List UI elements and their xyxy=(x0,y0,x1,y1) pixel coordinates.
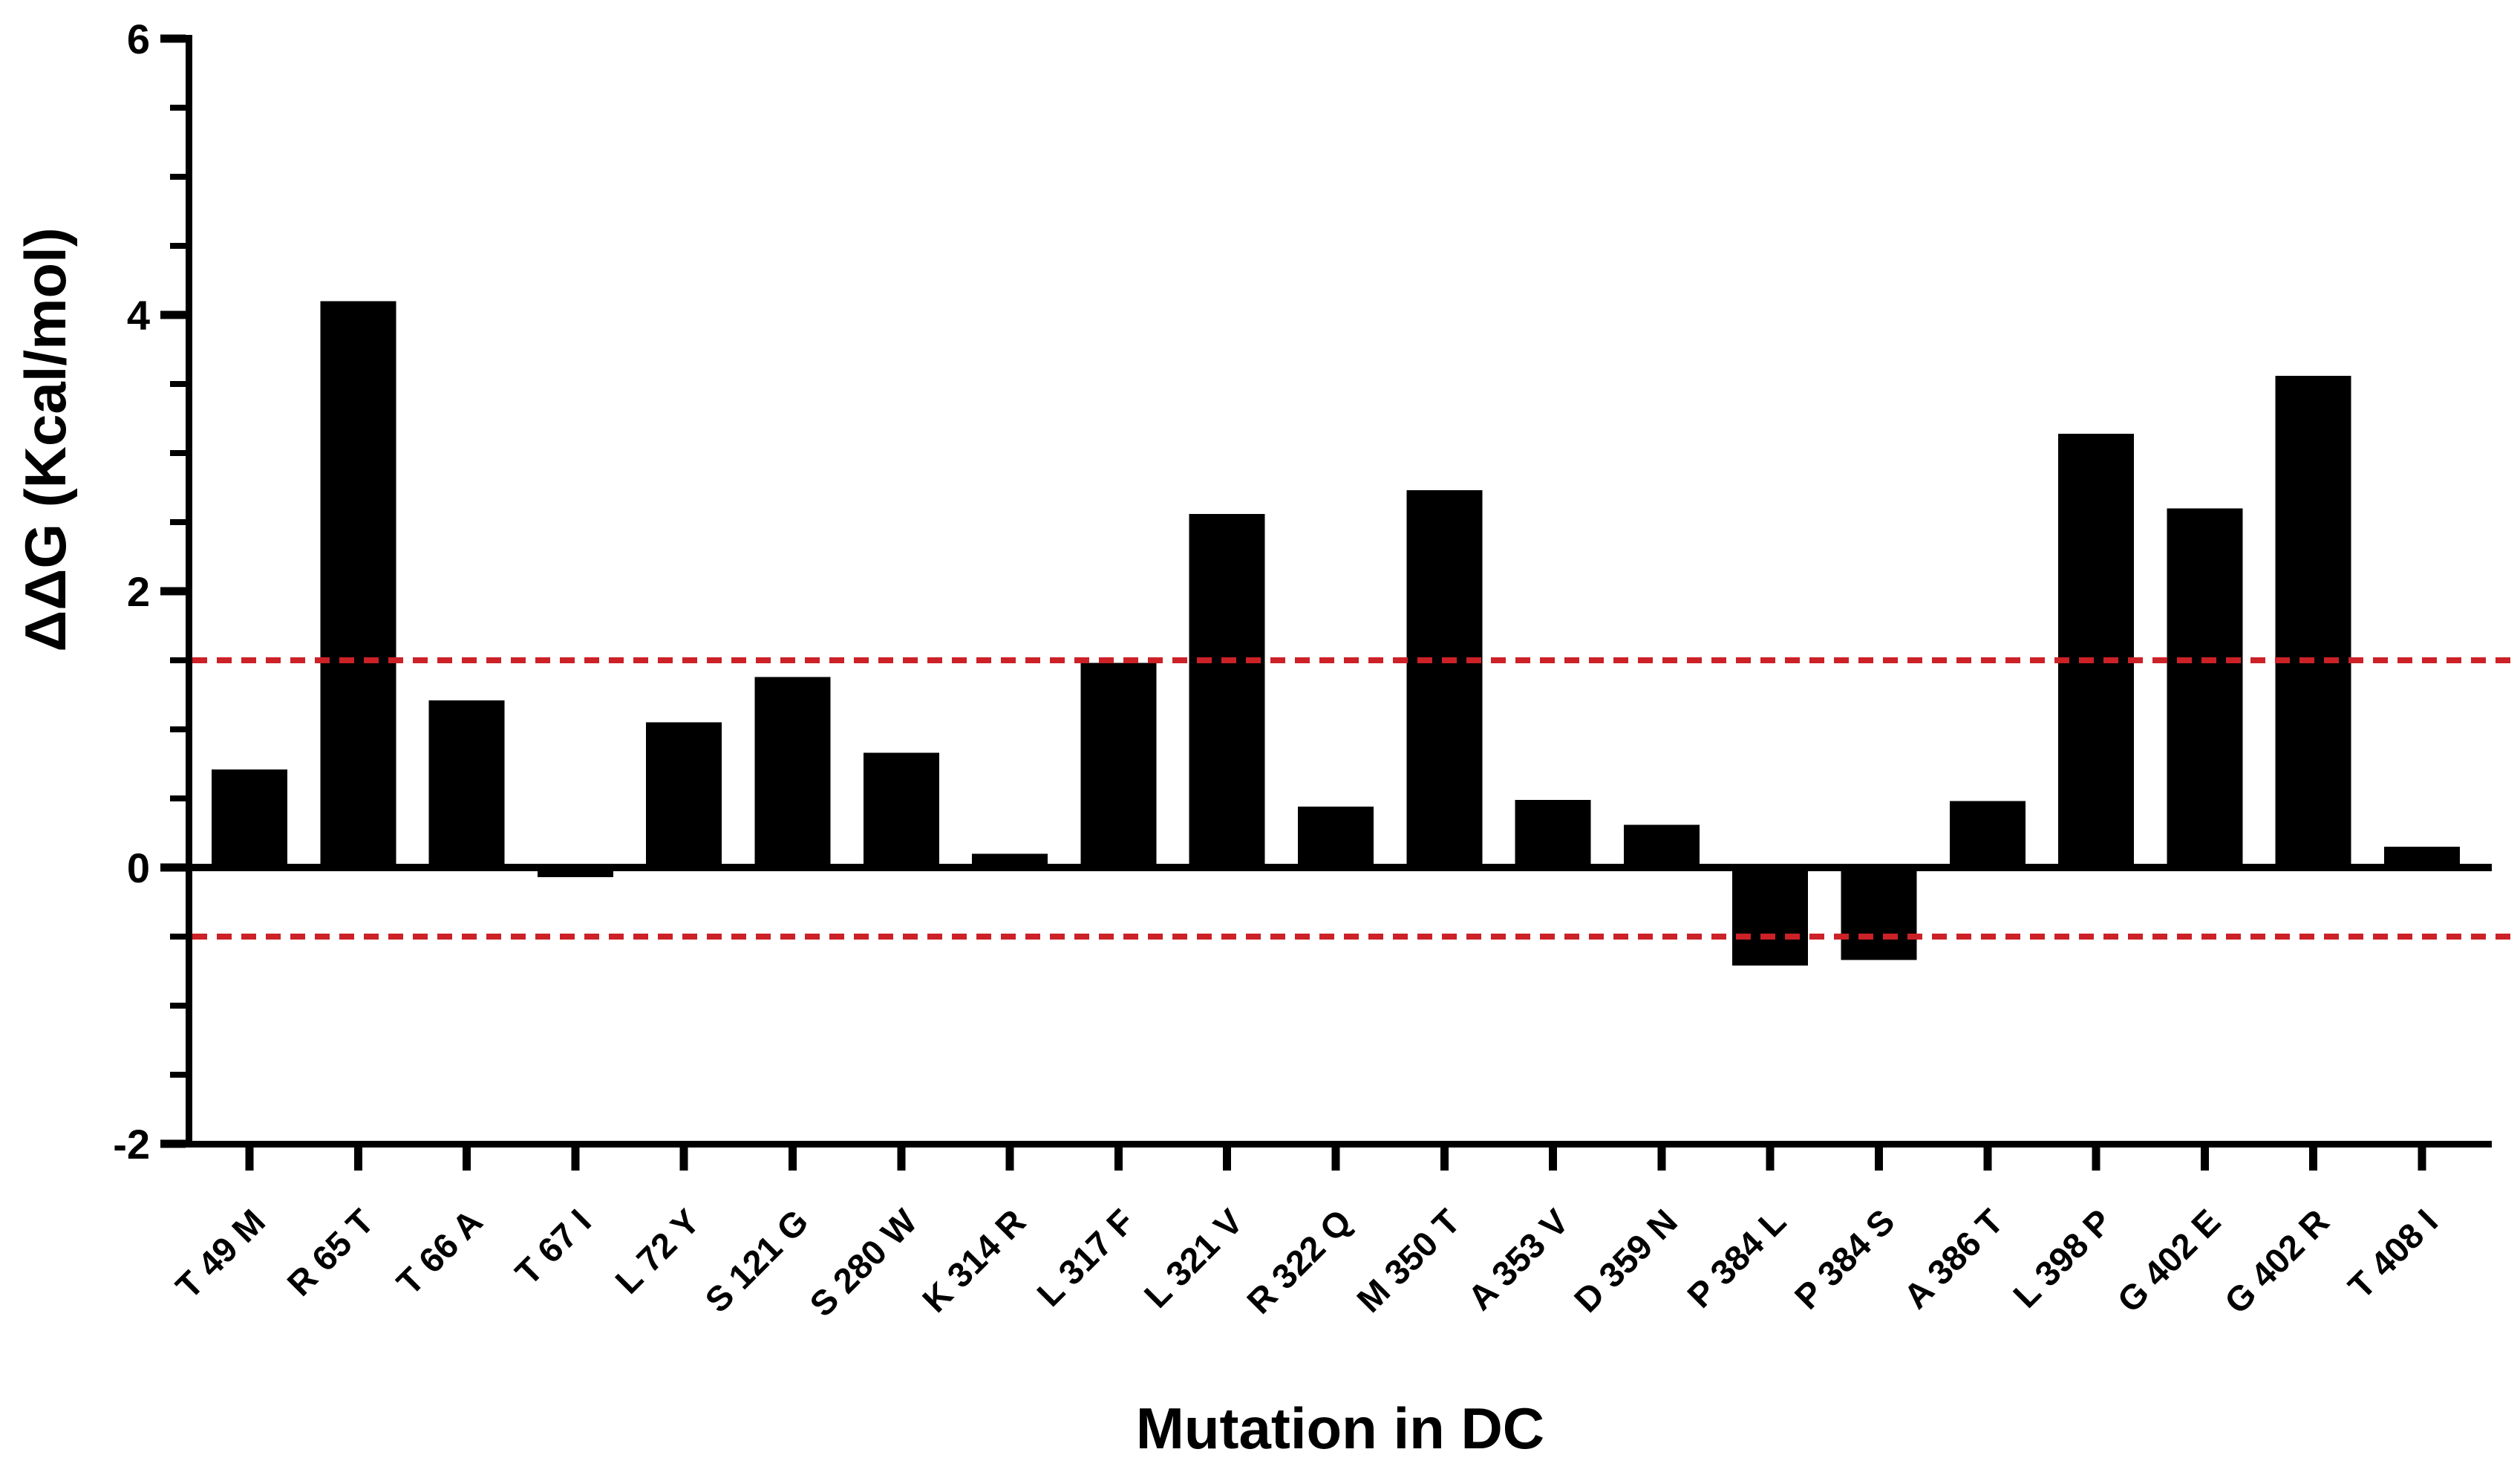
bar-g402e xyxy=(2167,508,2243,868)
x-tick-15 xyxy=(1766,1148,1775,1171)
x-category-label-19: G 402 E xyxy=(2109,1202,2227,1320)
bar-p384s xyxy=(1841,868,1917,960)
x-tick-8 xyxy=(1005,1148,1014,1171)
y-minor-tick-5.5 xyxy=(170,105,186,111)
bar-r322q xyxy=(1298,807,1374,868)
y-minor-tick-5 xyxy=(170,174,186,180)
y-minor-tick-1.5 xyxy=(170,657,186,663)
bar-g402r xyxy=(2275,375,2351,868)
x-category-label-17: A 386 T xyxy=(1896,1201,2011,1316)
y-axis-title: ΔΔG (Kcal/mol) xyxy=(13,227,78,652)
x-category-label-1: T 49 M xyxy=(168,1202,272,1306)
x-axis-title: Mutation in DC xyxy=(1136,1396,1544,1461)
bar-t66a xyxy=(428,700,505,868)
y-axis xyxy=(160,34,192,1148)
x-tick-6 xyxy=(789,1148,797,1171)
y-minor-tick-3.5 xyxy=(170,381,186,387)
bar-s121g xyxy=(754,677,831,868)
y-minor-tick--1.5 xyxy=(170,1072,186,1078)
y-tick-label-2: 2 xyxy=(127,568,150,615)
x-tick-2 xyxy=(353,1148,362,1171)
y-major-tick-0 xyxy=(160,863,186,872)
bars xyxy=(212,301,2460,966)
x-tick-14 xyxy=(1657,1148,1666,1171)
y-minor-tick--1 xyxy=(170,1003,186,1009)
y-axis-line xyxy=(186,35,192,1148)
x-tick-3 xyxy=(463,1148,471,1171)
x-axis xyxy=(186,864,2492,1171)
bar-a386t xyxy=(1949,801,2026,868)
bar-a353v xyxy=(1515,799,1591,868)
x-category-label-5: L 72 Y xyxy=(607,1202,707,1301)
x-category-label-6: S 121 G xyxy=(697,1202,815,1320)
x-category-label-12: M 350 T xyxy=(1349,1201,1468,1320)
zero-baseline xyxy=(186,864,2492,871)
bar-l398p xyxy=(2058,434,2135,868)
x-axis-line xyxy=(186,1141,2492,1148)
y-major-tick-6 xyxy=(160,34,186,43)
y-minor-tick-3 xyxy=(170,450,186,456)
x-tick-18 xyxy=(2092,1148,2100,1171)
y-minor-tick-1 xyxy=(170,726,186,732)
y-tick-labels: 6 4 2 0 -2 xyxy=(113,16,150,1168)
bar-r65t xyxy=(320,301,396,868)
x-tick-20 xyxy=(2309,1148,2318,1171)
x-category-label-2: R 65 T xyxy=(279,1201,381,1303)
x-tick-21 xyxy=(2418,1148,2426,1171)
x-tick-5 xyxy=(679,1148,688,1171)
x-tick-9 xyxy=(1114,1148,1123,1171)
y-tick-label-0: 0 xyxy=(127,844,150,891)
x-category-label-7: S 280 W xyxy=(802,1201,924,1324)
bar-m350t xyxy=(1406,490,1483,868)
x-tick-19 xyxy=(2200,1148,2209,1171)
x-tick-12 xyxy=(1440,1148,1449,1171)
threshold-lines xyxy=(192,657,2517,940)
bar-d359n xyxy=(1623,824,1700,868)
y-major-tick--2 xyxy=(160,1139,186,1148)
x-category-label-16: P 384 S xyxy=(1786,1202,1902,1317)
bar-t49m xyxy=(212,769,287,868)
x-category-label-21: T 408 I xyxy=(2340,1202,2445,1306)
bar-l72y xyxy=(646,722,722,868)
x-category-label-10: L 321 V xyxy=(1137,1201,1251,1315)
x-tick-1 xyxy=(245,1148,254,1171)
y-tick-label--2: -2 xyxy=(113,1121,150,1168)
x-tick-16 xyxy=(1875,1148,1883,1171)
y-tick-label-6: 6 xyxy=(127,16,150,62)
y-major-tick-4 xyxy=(160,310,186,319)
x-category-label-13: A 353 V xyxy=(1460,1201,1576,1318)
y-major-tick-2 xyxy=(160,587,186,596)
y-minor-tick--0.5 xyxy=(170,934,186,940)
x-tick-4 xyxy=(571,1148,580,1171)
x-tick-13 xyxy=(1549,1148,1558,1171)
x-tick-11 xyxy=(1331,1148,1340,1171)
y-minor-tick-4.5 xyxy=(170,243,186,249)
x-category-label-18: L 398 P xyxy=(2005,1202,2119,1315)
x-category-label-3: T 66 A xyxy=(389,1202,490,1303)
x-category-label-11: R 322 Q xyxy=(1239,1202,1359,1321)
x-tick-7 xyxy=(897,1148,906,1171)
x-category-label-15: P 384 L xyxy=(1680,1202,1793,1315)
y-minor-tick-2.5 xyxy=(170,519,186,525)
y-tick-label-4: 4 xyxy=(127,292,150,339)
x-category-label-8: K 314 R xyxy=(915,1202,1033,1320)
x-tick-10 xyxy=(1223,1148,1232,1171)
x-category-label-14: D 359 N xyxy=(1567,1202,1685,1320)
x-category-label-20: G 402 R xyxy=(2217,1202,2337,1321)
x-category-label-4: T 67 I xyxy=(508,1202,598,1292)
y-minor-tick-0.5 xyxy=(170,795,186,801)
bar-p384l xyxy=(1732,868,1809,966)
x-category-label-9: L 317 F xyxy=(1029,1202,1141,1314)
bar-l317f xyxy=(1080,663,1157,868)
bar-l321v xyxy=(1189,513,1265,868)
bar-s280w xyxy=(863,752,939,868)
x-tick-17 xyxy=(1983,1148,1992,1171)
